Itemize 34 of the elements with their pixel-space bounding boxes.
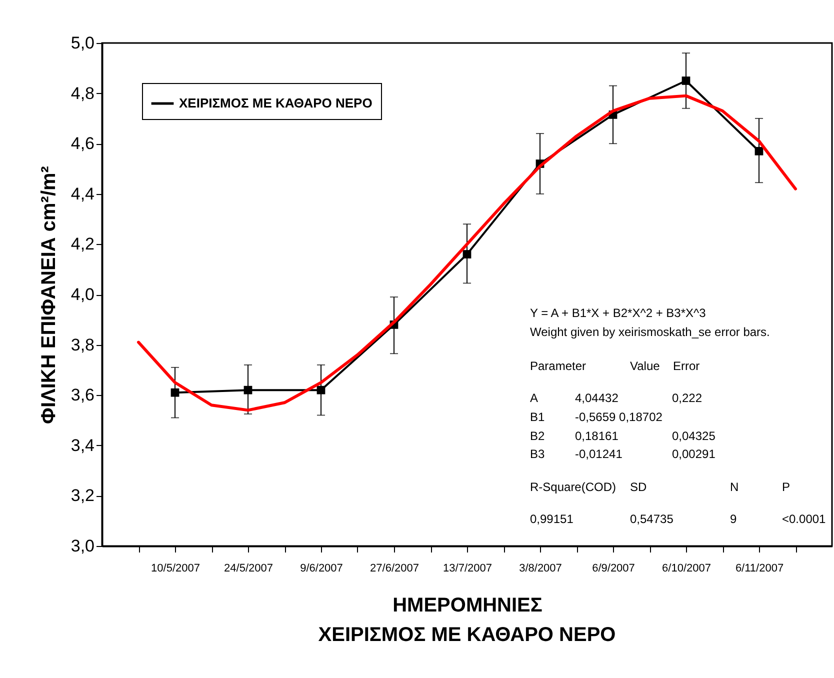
x-tick-label: 6/10/2007 [662, 562, 711, 574]
y-tick-label: 3,0 [70, 536, 94, 556]
text: Parameter Value Error [530, 359, 700, 373]
x-tick-label: 10/5/2007 [151, 562, 200, 574]
line-series [137, 94, 797, 412]
text: B1 -0,5659 0,18702 [530, 410, 662, 424]
y-tick-label: 4,0 [70, 285, 94, 304]
text: B2 0,18161 0,04325 [530, 429, 716, 443]
y-tick-label: 4,8 [70, 84, 94, 103]
x-tick-label: 9/6/2007 [300, 562, 343, 574]
x-tick-label: 6/9/2007 [592, 562, 635, 574]
y-tick-label: 3,2 [70, 486, 94, 506]
text: 0,99151 0,54735 9 <0.0001 [530, 512, 826, 526]
text: ΧΕΙΡΙΣΜΟΣ ΜΕ ΚΑΘΑΡΟ ΝΕΡΟ [318, 624, 616, 646]
x-tick-label: 13/7/2007 [443, 562, 492, 574]
annotation: Y = A + B1*X + B2*X^2 + B3*X^3 [530, 306, 706, 320]
y-axis-title: ΦΙΛΙΚΗ ΕΠΙΦΑΝΕΙΑ cm²/m² [38, 166, 60, 424]
text: A 4,04432 0,222 [530, 391, 702, 405]
y-tick-label: 4,6 [70, 134, 94, 154]
x-tick-label: 6/11/2007 [735, 562, 784, 574]
legend-label: ΧΕΙΡΙΣΜΟΣ ΜΕ ΚΑΘΑΡΟ ΝΕΡΟ [179, 96, 372, 110]
y-tick-label: 3,6 [70, 386, 94, 405]
y-tick-label: 5,0 [70, 34, 94, 52]
x-axis-title: ΗΜΕΡΟΜΗΝΙΕΣ [392, 594, 542, 616]
annotation: Weight given by xeirismoskath_se error bars. [530, 325, 770, 339]
y-tick-label: 3,4 [70, 436, 94, 455]
x-tick-label: 24/5/2007 [224, 562, 273, 574]
text: R-Square(COD) SD N P [530, 480, 790, 494]
y-tick-label: 4,2 [70, 234, 94, 254]
text: B3 -0,01241 0,00291 [530, 447, 716, 461]
y-tick-label: 3,8 [70, 335, 94, 354]
y-tick-label: 4,4 [70, 184, 94, 204]
x-tick-label: 3/8/2007 [519, 562, 562, 574]
x-tick-label: 27/6/2007 [370, 562, 419, 574]
